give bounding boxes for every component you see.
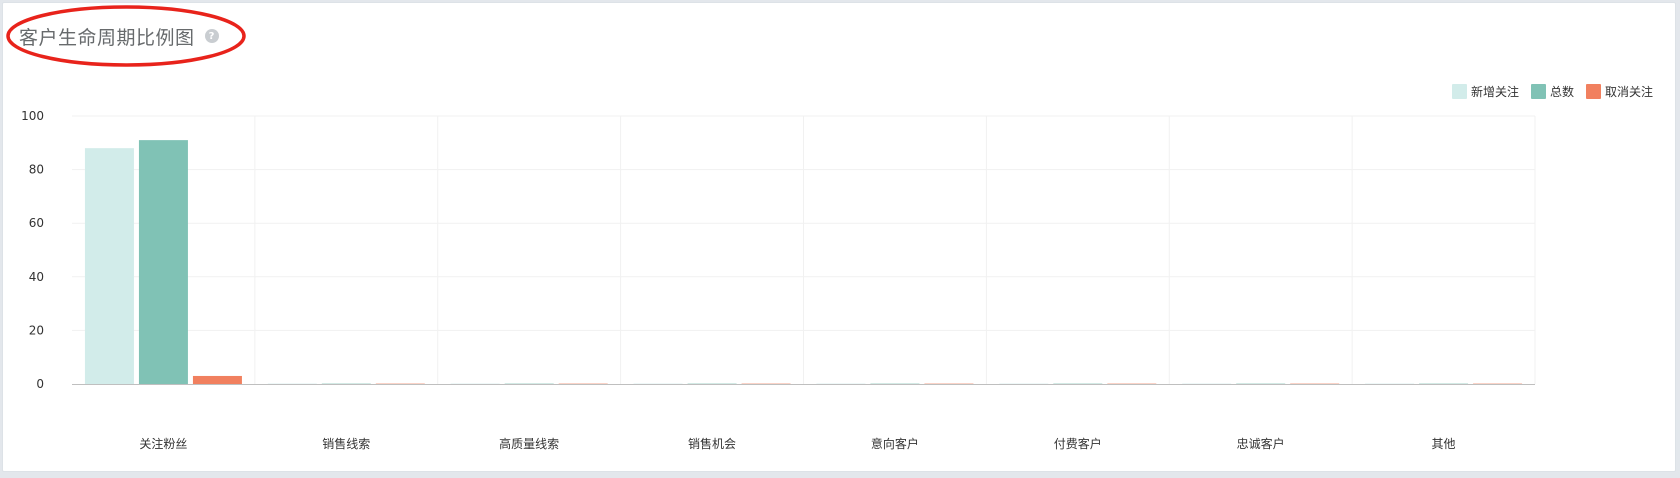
bar xyxy=(1290,383,1340,384)
legend-item-unfollow[interactable]: 取消关注 xyxy=(1585,83,1653,100)
bar xyxy=(558,383,608,384)
bar xyxy=(924,383,974,384)
x-tick-label: 付费客户 xyxy=(1054,436,1102,451)
bar xyxy=(741,383,791,384)
x-tick-label: 其他 xyxy=(1432,437,1456,451)
bar xyxy=(687,383,737,384)
bar xyxy=(504,383,554,384)
legend-swatch xyxy=(1530,84,1546,99)
y-tick-label: 100 xyxy=(21,109,44,123)
legend-item-new-follow[interactable]: 新增关注 xyxy=(1451,83,1519,100)
legend-swatch xyxy=(1585,84,1601,99)
y-tick-label: 0 xyxy=(36,377,44,391)
bar xyxy=(999,383,1049,384)
bar xyxy=(84,148,134,384)
y-tick-label: 80 xyxy=(29,163,44,177)
x-tick-label: 销售机会 xyxy=(688,436,736,451)
chart-legend: 新增关注 总数 取消关注 xyxy=(1440,83,1653,100)
bar xyxy=(1182,383,1232,384)
chart-bars xyxy=(84,140,1523,384)
bar xyxy=(1419,383,1469,384)
y-tick-label: 60 xyxy=(29,216,44,230)
legend-swatch xyxy=(1451,84,1467,99)
bar xyxy=(633,383,683,384)
x-tick-label: 高质量线索 xyxy=(499,436,559,451)
bar xyxy=(375,383,425,384)
legend-label: 新增关注 xyxy=(1470,85,1519,99)
bar xyxy=(321,383,371,384)
bar xyxy=(1473,383,1523,384)
x-tick-label: 销售线索 xyxy=(322,436,370,451)
bar xyxy=(816,383,866,384)
x-tick-label: 意向客户 xyxy=(871,436,919,451)
bar xyxy=(1236,383,1286,384)
legend-label: 总数 xyxy=(1549,85,1574,99)
bar xyxy=(138,140,188,384)
chart-axes: 0 20 40 60 80 100 关注粉丝 销售线索 高质量线索 销售机会 意向客户 付费客户 忠诚客… xyxy=(21,109,1535,451)
legend-item-total[interactable]: 总数 xyxy=(1530,83,1574,100)
bar xyxy=(1107,383,1157,384)
y-tick-label: 40 xyxy=(29,270,44,284)
bar xyxy=(267,383,317,384)
chart-grid xyxy=(72,115,1536,384)
x-tick-label: 忠诚客户 xyxy=(1237,436,1285,451)
legend-label: 取消关注 xyxy=(1604,85,1653,99)
bar xyxy=(192,375,242,384)
x-tick-label: 关注粉丝 xyxy=(139,436,187,451)
y-tick-label: 20 xyxy=(29,323,44,337)
bar xyxy=(450,383,500,384)
bar xyxy=(1365,383,1415,384)
bar xyxy=(1053,383,1103,384)
bar xyxy=(870,383,920,384)
